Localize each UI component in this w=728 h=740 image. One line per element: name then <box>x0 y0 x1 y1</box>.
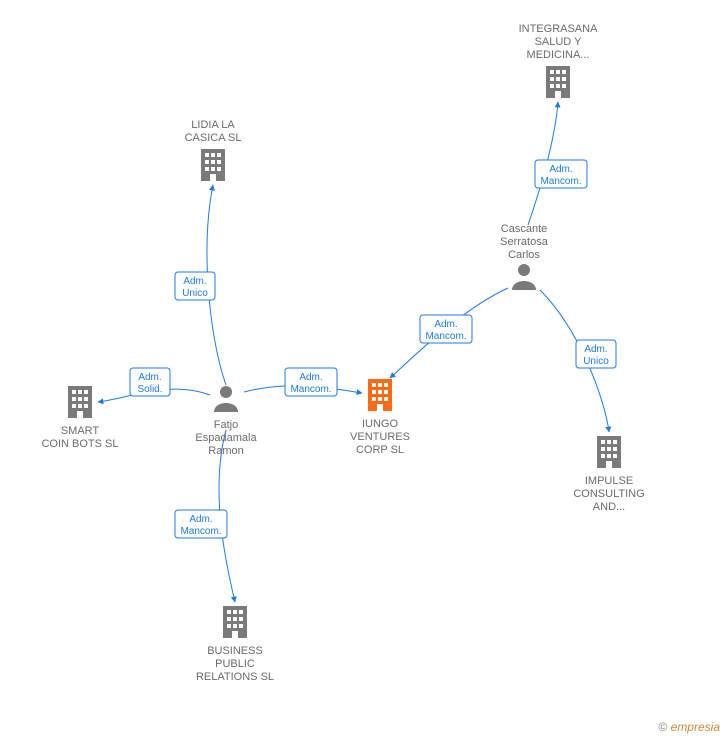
node-label: INTEGRASANA <box>519 23 599 35</box>
node-fatjo[interactable]: FatjoEspadamalaRamon <box>195 386 257 457</box>
network-diagram: Adm.UnicoAdm.Solid.Adm.Mancom.Adm.Mancom… <box>0 0 728 740</box>
edge-label-fatjo-lidia: Adm.Unico <box>175 272 215 300</box>
node-label: Espadamala <box>195 432 257 444</box>
copyright-symbol: © <box>658 720 667 734</box>
node-label: IUNGO <box>362 418 399 430</box>
edge-label-fatjo-iungo: Adm.Mancom. <box>285 368 337 396</box>
building-icon <box>546 66 570 98</box>
node-label: VENTURES <box>350 431 410 443</box>
node-label: SMART <box>61 425 100 437</box>
node-label: IMPULSE <box>585 475 633 487</box>
edge-label-cascante-integrasana: Adm.Mancom. <box>535 160 587 188</box>
edge-label-fatjo-business: Adm.Mancom. <box>175 510 227 538</box>
node-label: Cascante <box>501 223 547 235</box>
person-icon <box>214 386 238 412</box>
person-icon <box>512 264 536 290</box>
edge-label-text: Adm. <box>189 514 212 525</box>
node-label: Serratosa <box>500 236 549 248</box>
node-impulse[interactable]: IMPULSECONSULTINGAND... <box>573 436 644 513</box>
node-lidia[interactable]: LIDIA LACASICA SL <box>185 119 242 181</box>
edge-label-text: Adm. <box>549 164 572 175</box>
node-label: PUBLIC <box>215 658 255 670</box>
copyright-credit: © empresia <box>658 720 720 734</box>
node-smartcoin[interactable]: SMARTCOIN BOTS SL <box>41 386 118 450</box>
node-integrasana[interactable]: INTEGRASANASALUD YMEDICINA... <box>519 23 599 98</box>
node-label: RELATIONS SL <box>196 671 274 683</box>
edge-label-text: Adm. <box>434 319 457 330</box>
node-label: COIN BOTS SL <box>41 438 118 450</box>
node-label: CORP SL <box>356 444 404 456</box>
node-business[interactable]: BUSINESSPUBLICRELATIONS SL <box>196 606 274 683</box>
building-icon <box>201 149 225 181</box>
edge-label-cascante-iungo: Adm.Mancom. <box>420 315 472 343</box>
copyright-brand: empresia <box>671 720 720 734</box>
edge-label-cascante-impulse: Adm.Unico <box>576 340 616 368</box>
building-icon <box>223 606 247 638</box>
edge-label-text: Adm. <box>183 276 206 287</box>
node-label: Carlos <box>508 249 540 261</box>
edge-label-text: Adm. <box>299 372 322 383</box>
node-label: CASICA SL <box>185 132 242 144</box>
edge-label-text: Adm. <box>138 372 161 383</box>
node-iungo[interactable]: IUNGOVENTURESCORP SL <box>350 379 410 456</box>
node-label: Ramon <box>208 445 243 457</box>
building-icon <box>597 436 621 468</box>
node-label: CONSULTING <box>573 488 644 500</box>
building-icon <box>68 386 92 418</box>
edge-label-text: Mancom. <box>425 331 466 342</box>
node-label: LIDIA LA <box>191 119 235 131</box>
node-label: SALUD Y <box>535 36 583 48</box>
edge-label-text: Adm. <box>584 344 607 355</box>
edge-label-text: Unico <box>182 288 208 299</box>
building-icon <box>368 379 392 411</box>
edge-label-text: Mancom. <box>180 526 221 537</box>
node-cascante[interactable]: CascanteSerratosaCarlos <box>500 223 549 290</box>
edge-labels-layer: Adm.UnicoAdm.Solid.Adm.Mancom.Adm.Mancom… <box>130 160 616 538</box>
nodes-layer: IUNGOVENTURESCORP SL INTEGRASANASALUD YME… <box>41 23 644 683</box>
edge-label-text: Mancom. <box>540 176 581 187</box>
edge-label-text: Mancom. <box>290 384 331 395</box>
node-label: Fatjo <box>214 419 238 431</box>
edge-label-text: Solid. <box>137 384 162 395</box>
node-label: AND... <box>593 501 625 513</box>
edge-label-fatjo-smartcoin: Adm.Solid. <box>130 368 170 396</box>
edge-label-text: Unico <box>583 356 609 367</box>
node-label: MEDICINA... <box>527 49 590 61</box>
node-label: BUSINESS <box>207 645 263 657</box>
